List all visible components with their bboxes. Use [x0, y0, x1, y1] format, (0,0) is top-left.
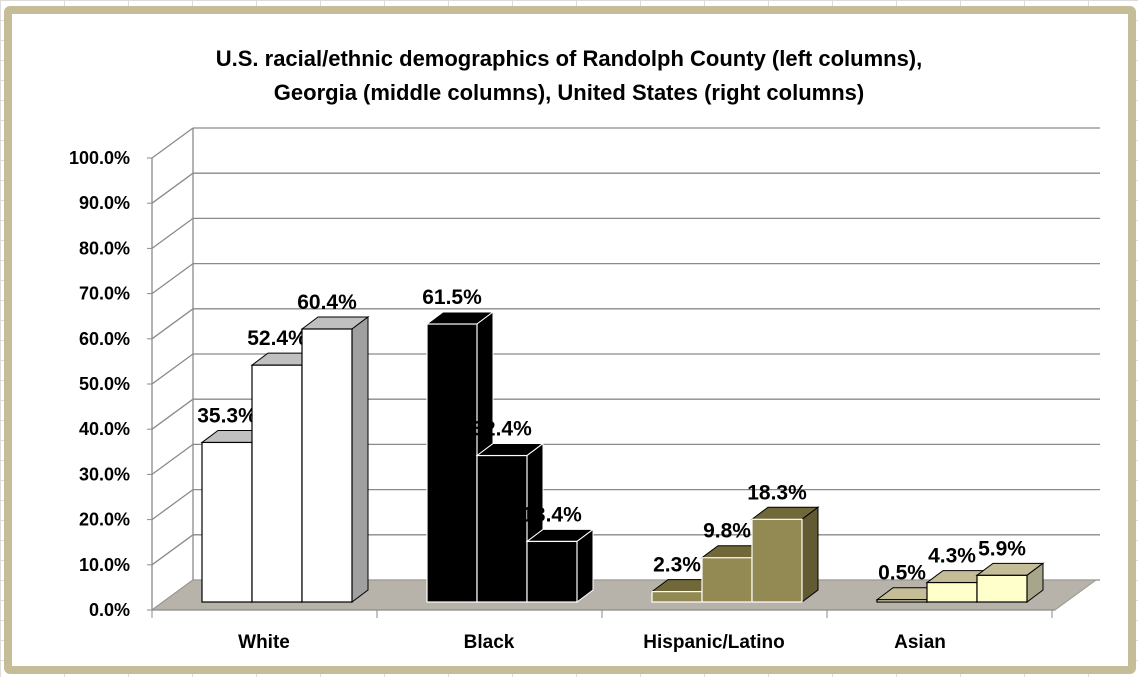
data-label: 60.4%: [297, 291, 357, 314]
data-label: 5.9%: [978, 537, 1026, 560]
gridline-side: [151, 308, 194, 340]
y-tick-label: 80.0%: [79, 238, 130, 258]
bar-hispanic-latino-3: [750, 506, 820, 603]
bar-white-3: [300, 315, 370, 603]
y-tick-label: 100.0%: [69, 148, 130, 168]
gridline-side: [151, 263, 194, 295]
bar-front: [201, 441, 253, 603]
gridline-side: [151, 398, 194, 430]
bar-front: [651, 591, 703, 603]
gridline-side: [151, 217, 194, 249]
gridline-side: [151, 172, 194, 204]
bar-side: [576, 528, 594, 603]
chart-title-line-1: U.S. racial/ethnic demographics of Rando…: [215, 46, 923, 71]
data-label: 35.3%: [197, 404, 257, 427]
bar-front: [876, 599, 928, 603]
bar-front: [251, 364, 303, 603]
gridline-side: [151, 353, 194, 385]
y-tick-label: 10.0%: [79, 555, 130, 575]
chart-title-line-2: Georgia (middle columns), United States …: [273, 80, 865, 105]
x-category-label: White: [238, 632, 290, 653]
bar-black-3: [525, 528, 595, 603]
y-tick-label: 70.0%: [79, 284, 130, 304]
gridline-side: [151, 534, 194, 566]
bar-front: [751, 518, 803, 603]
y-tick-label: 50.0%: [79, 374, 130, 394]
bar-side: [801, 506, 819, 603]
gridline-side: [151, 127, 194, 159]
bar-front: [301, 328, 353, 603]
y-tick-label: 40.0%: [79, 419, 130, 439]
bar-front: [526, 540, 578, 603]
bar-side: [351, 315, 369, 603]
bar-black-2: [475, 442, 545, 603]
x-category-label: Asian: [894, 632, 946, 653]
data-label: 13.4%: [522, 503, 582, 526]
x-category-label: Black: [464, 632, 515, 653]
data-label: 61.5%: [422, 286, 482, 309]
y-tick-label: 0.0%: [89, 600, 130, 620]
bar-asian-3: [975, 562, 1045, 603]
bar-front: [426, 323, 478, 603]
bar-front: [976, 574, 1028, 603]
y-tick-label: 90.0%: [79, 193, 130, 213]
data-label: 9.8%: [703, 520, 751, 543]
gridline-side: [151, 489, 194, 521]
data-label: 52.4%: [247, 327, 307, 350]
data-label: 32.4%: [472, 418, 532, 441]
bar-front: [476, 454, 528, 603]
data-label: 4.3%: [928, 545, 976, 568]
y-tick-label: 20.0%: [79, 510, 130, 530]
y-tick-label: 60.0%: [79, 329, 130, 349]
data-label: 0.5%: [878, 562, 926, 585]
x-category-label: Hispanic/Latino: [643, 632, 784, 653]
y-tick-label: 30.0%: [79, 464, 130, 484]
bar-front: [926, 581, 978, 603]
bar-front: [701, 557, 753, 603]
gridline-side: [151, 443, 194, 475]
data-label: 18.3%: [747, 481, 807, 504]
data-label: 2.3%: [653, 554, 701, 577]
